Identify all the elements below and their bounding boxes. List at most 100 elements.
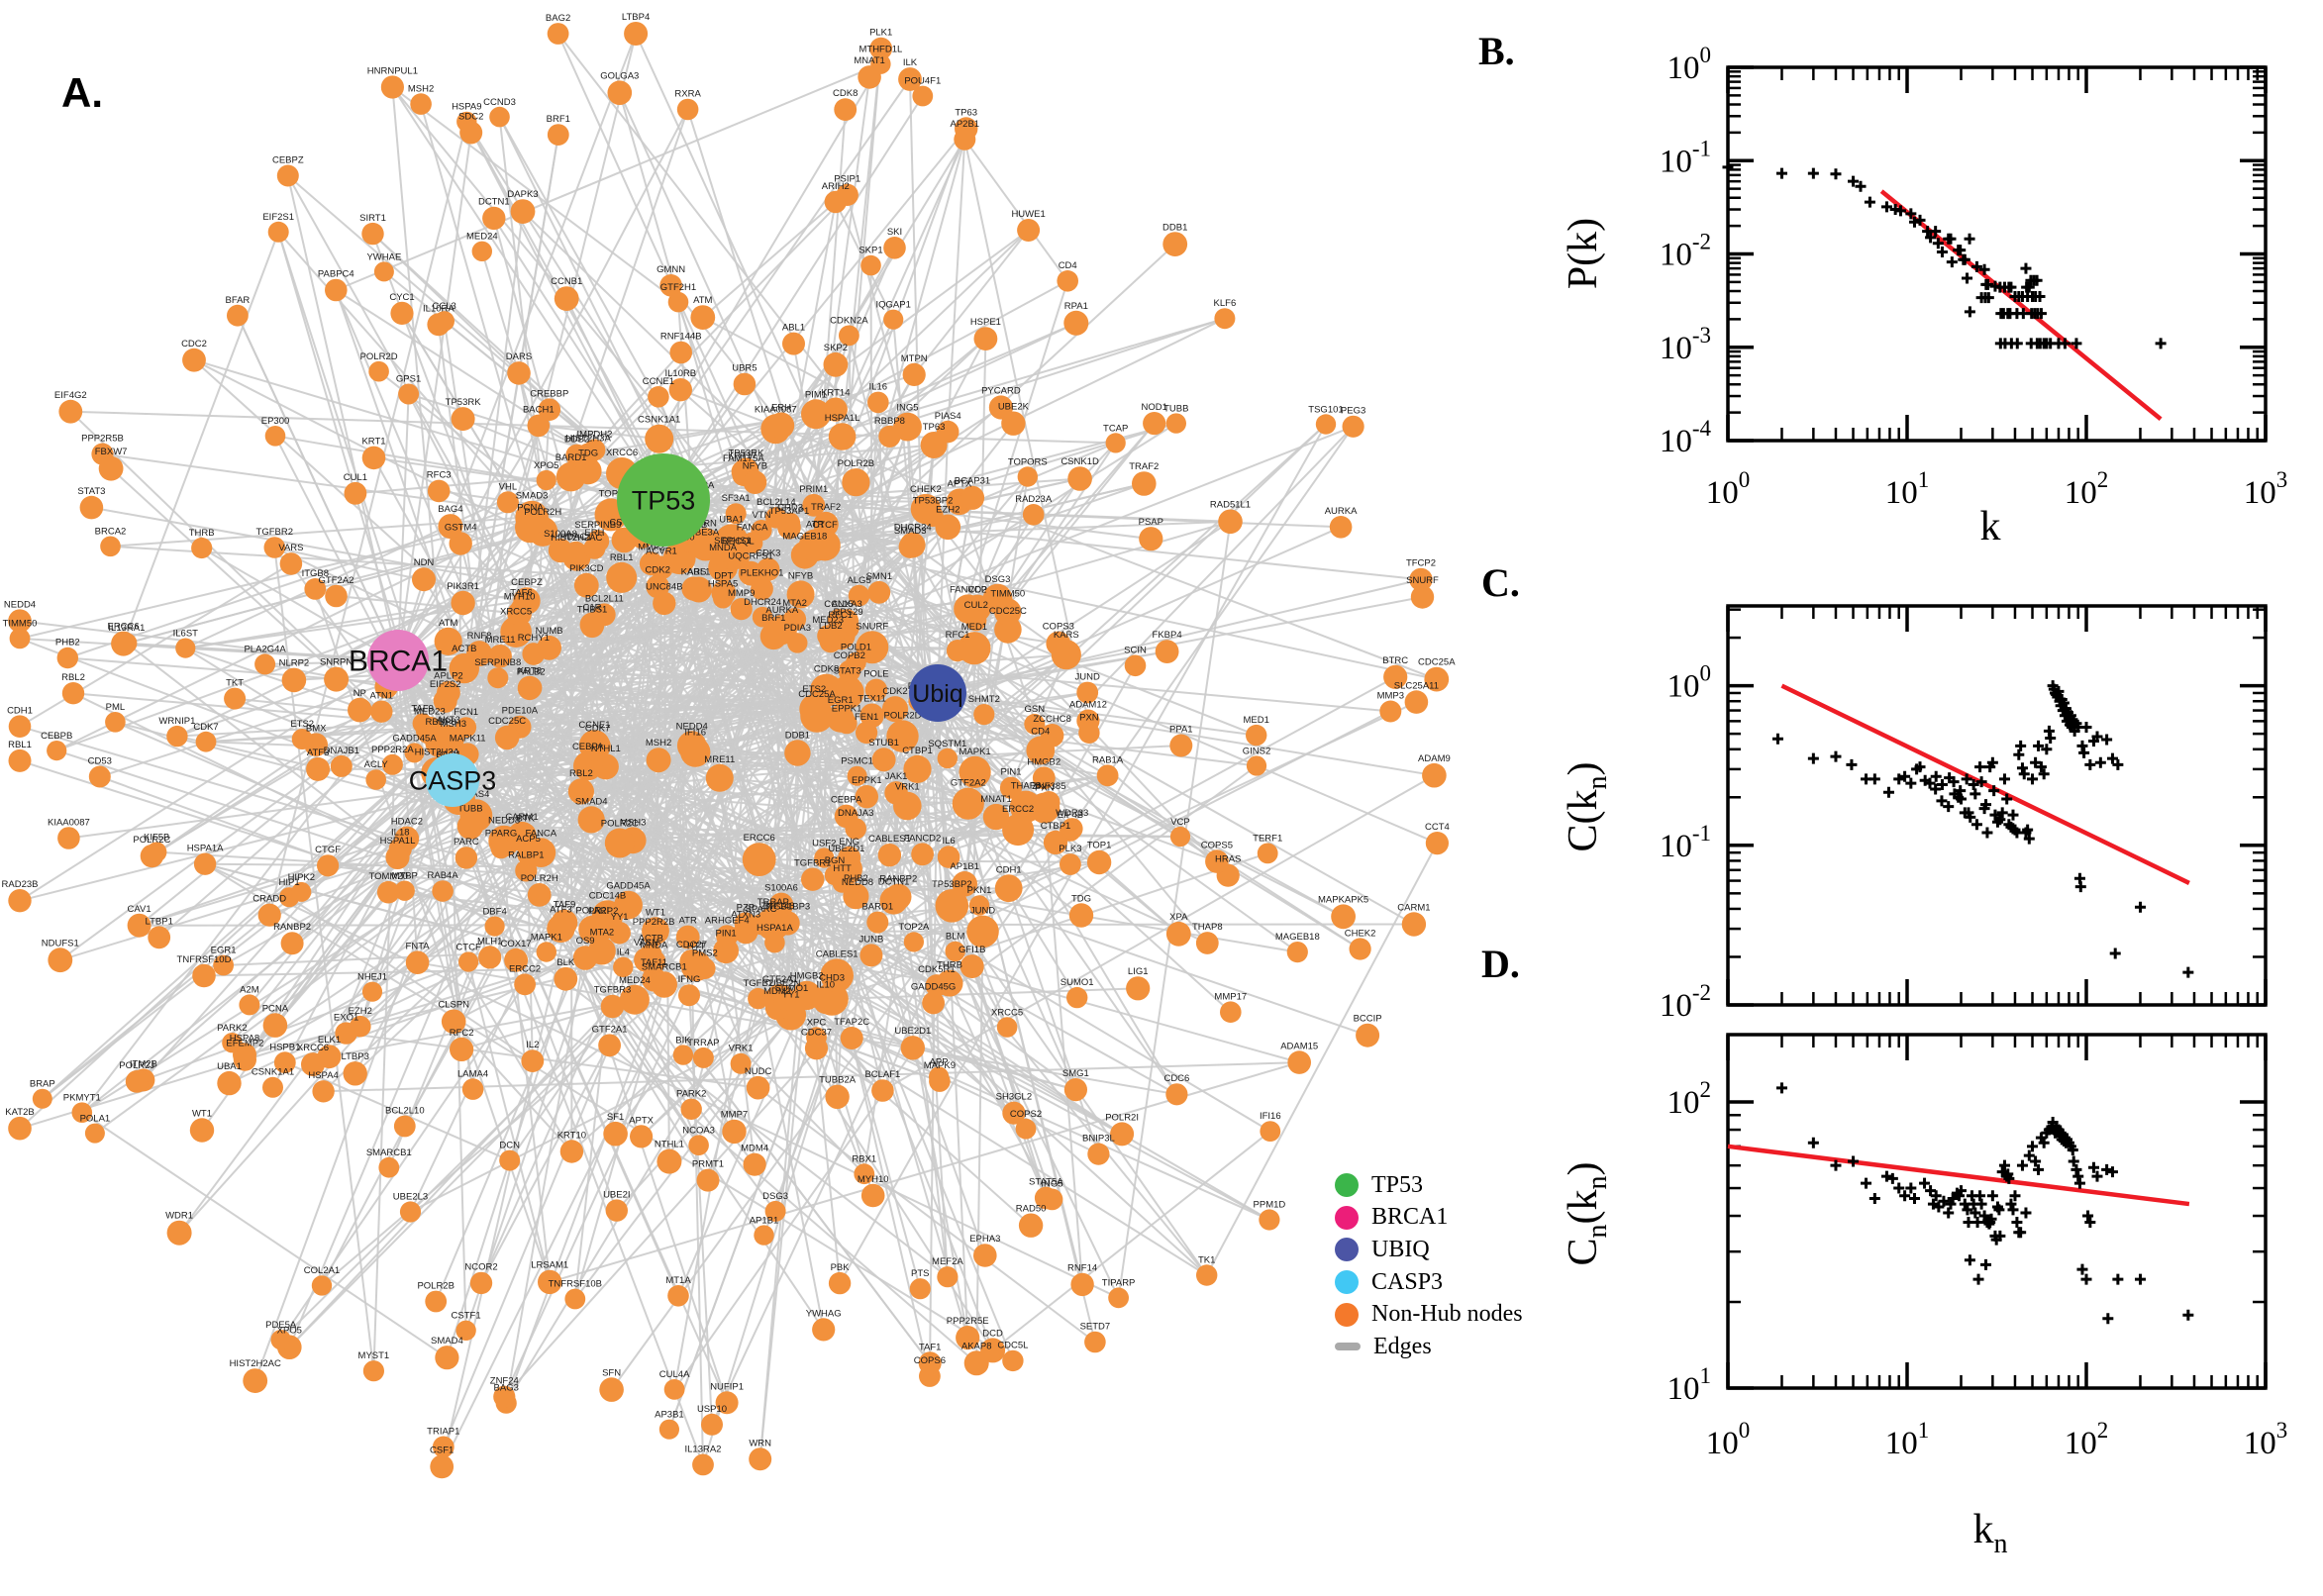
data-point — [2101, 1163, 2113, 1175]
data-point — [1864, 196, 1875, 208]
x-tick-label: 103 — [2244, 467, 2288, 511]
legend-item-label: BRCA1 — [1371, 1204, 1449, 1231]
network-edge — [323, 1061, 1300, 1093]
network-edge — [397, 659, 895, 902]
data-point — [2134, 901, 2146, 913]
data-point — [2182, 1309, 2194, 1321]
y-tick-label: 10-1 — [1660, 821, 1711, 864]
panel-label-b: B. — [1478, 29, 1515, 73]
network-edge — [792, 343, 828, 525]
network-edge — [397, 659, 1100, 863]
data-point — [2015, 740, 2027, 751]
data-points — [1775, 1082, 2194, 1325]
y-tick-label: 10-2 — [1660, 230, 1711, 273]
y-axis-label: Cn​(kn​) — [1561, 1161, 1613, 1265]
network-edge — [465, 121, 664, 501]
y-tick-label: 10-3 — [1660, 323, 1711, 366]
network-edge — [396, 856, 573, 1152]
network-edge — [951, 905, 1054, 1200]
legend-item-label: Edges — [1373, 1333, 1432, 1359]
legend-node-swatch — [1335, 1270, 1359, 1295]
network-edge — [662, 128, 967, 501]
data-point — [2112, 1273, 2124, 1285]
panel-label-d: D. — [1481, 942, 1520, 986]
legend-item-non-hub-nodes: Non-Hub nodes — [1335, 1298, 1523, 1331]
network-edge — [846, 442, 1117, 725]
network-edge — [184, 647, 454, 741]
data-point — [1868, 773, 1880, 785]
data-point — [2084, 1216, 2096, 1228]
x-tick-label: 100 — [1706, 1418, 1751, 1461]
network-edge — [702, 201, 837, 319]
data-point — [1919, 1177, 1931, 1189]
network-edge — [742, 470, 1009, 613]
network-edge — [963, 139, 1069, 282]
network-edge — [59, 652, 480, 961]
data-point — [2007, 809, 2019, 821]
data-point — [2084, 758, 2096, 770]
network-edge — [654, 904, 980, 939]
y-tick-label: 10-2 — [1660, 980, 1711, 1024]
data-point — [1807, 1137, 1819, 1148]
network-edge — [193, 358, 1208, 1276]
network-edge — [273, 547, 501, 657]
network-edge — [832, 987, 1139, 1001]
x-tick-label: 102 — [2065, 1418, 2109, 1461]
network-edge — [329, 998, 636, 1058]
data-point — [1943, 801, 1955, 813]
data-point — [2182, 966, 2194, 978]
x-tick-label: 101 — [1885, 467, 1930, 511]
network-edge — [300, 499, 664, 893]
x-axis-label: k — [1980, 504, 2001, 549]
y-axis-label: P(k) — [1561, 218, 1606, 289]
data-point — [2112, 758, 2124, 770]
panel-label-a: A. — [61, 69, 103, 116]
network-edge — [538, 424, 659, 441]
network-edge — [437, 324, 506, 842]
data-point — [2020, 1207, 2032, 1219]
data-point — [2134, 1273, 2146, 1285]
y-tick-label: 100 — [1667, 43, 1712, 86]
network-edge — [72, 692, 603, 952]
fit-line — [1780, 683, 2190, 885]
data-point — [2094, 756, 2106, 768]
data-point — [1807, 167, 1819, 179]
data-point — [1970, 819, 1982, 831]
data-points — [1722, 161, 2167, 349]
network-edge — [669, 284, 1042, 751]
data-point — [2109, 948, 2121, 959]
legend-item-label: Non-Hub nodes — [1371, 1301, 1523, 1328]
network-edge — [559, 928, 611, 1047]
network-edge — [441, 499, 664, 1467]
data-point — [2011, 338, 2023, 349]
network-edge — [391, 86, 679, 303]
network-edge — [772, 423, 1327, 925]
data-point — [1981, 827, 1993, 839]
data-point — [1986, 1190, 1998, 1202]
data-point — [1998, 773, 2010, 785]
data-point — [2016, 1159, 2028, 1171]
protein-interaction-network: TP53RKKIAA0087THAP8CDC14BSNURFDSG3NTHL1C… — [2, 12, 1456, 1479]
network-edge — [662, 499, 1054, 1200]
data-point — [2020, 262, 2032, 274]
data-point — [1861, 1177, 1872, 1189]
network-edge — [184, 479, 548, 649]
legend-node-swatch — [1335, 1205, 1359, 1230]
network-edge — [143, 499, 664, 1081]
data-point — [2106, 752, 2118, 764]
data-point — [2007, 1204, 2019, 1216]
network-edge — [947, 139, 966, 433]
network-edge — [291, 499, 664, 945]
data-point — [2076, 740, 2088, 751]
legend-node-swatch — [1335, 1173, 1359, 1198]
data-point — [1936, 795, 1948, 807]
legend-item-tp53: TP53 — [1335, 1169, 1523, 1202]
data-point — [1848, 1155, 1860, 1167]
data-point — [2045, 732, 2057, 744]
axis-ticks — [1726, 65, 2268, 443]
data-point — [1771, 733, 1783, 745]
network-edge — [662, 499, 1415, 926]
data-point — [1886, 1172, 1898, 1184]
data-point — [2073, 1177, 2085, 1189]
fit-line — [1879, 189, 2163, 422]
